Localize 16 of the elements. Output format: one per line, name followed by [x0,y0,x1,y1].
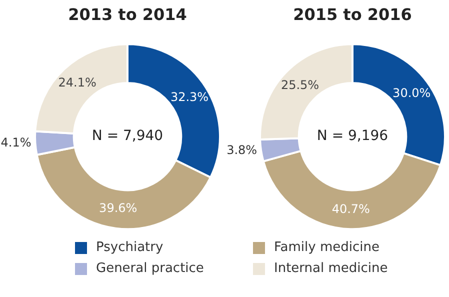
text: N = 7,940 [92,128,164,144]
legend-label: General practice [96,261,204,276]
data-label: 4.1% [0,136,32,150]
legend-label: Psychiatry [96,240,164,255]
data-label: 24.1% [58,76,96,90]
legend-label: Internal medicine [274,261,388,276]
chart-title: 2013 to 2014 [68,4,187,24]
data-label: 30.0% [392,86,431,100]
data-label: 3.8% [226,143,258,158]
text: N = 9,196 [316,128,388,144]
data-label: 40.7% [332,202,370,216]
chart-title: 2015 to 2016 [293,4,412,24]
legend-label: Family medicine [274,240,380,255]
data-label: 32.3% [170,90,209,104]
data-label: 39.6% [99,201,138,216]
data-label: 25.5% [280,78,320,92]
